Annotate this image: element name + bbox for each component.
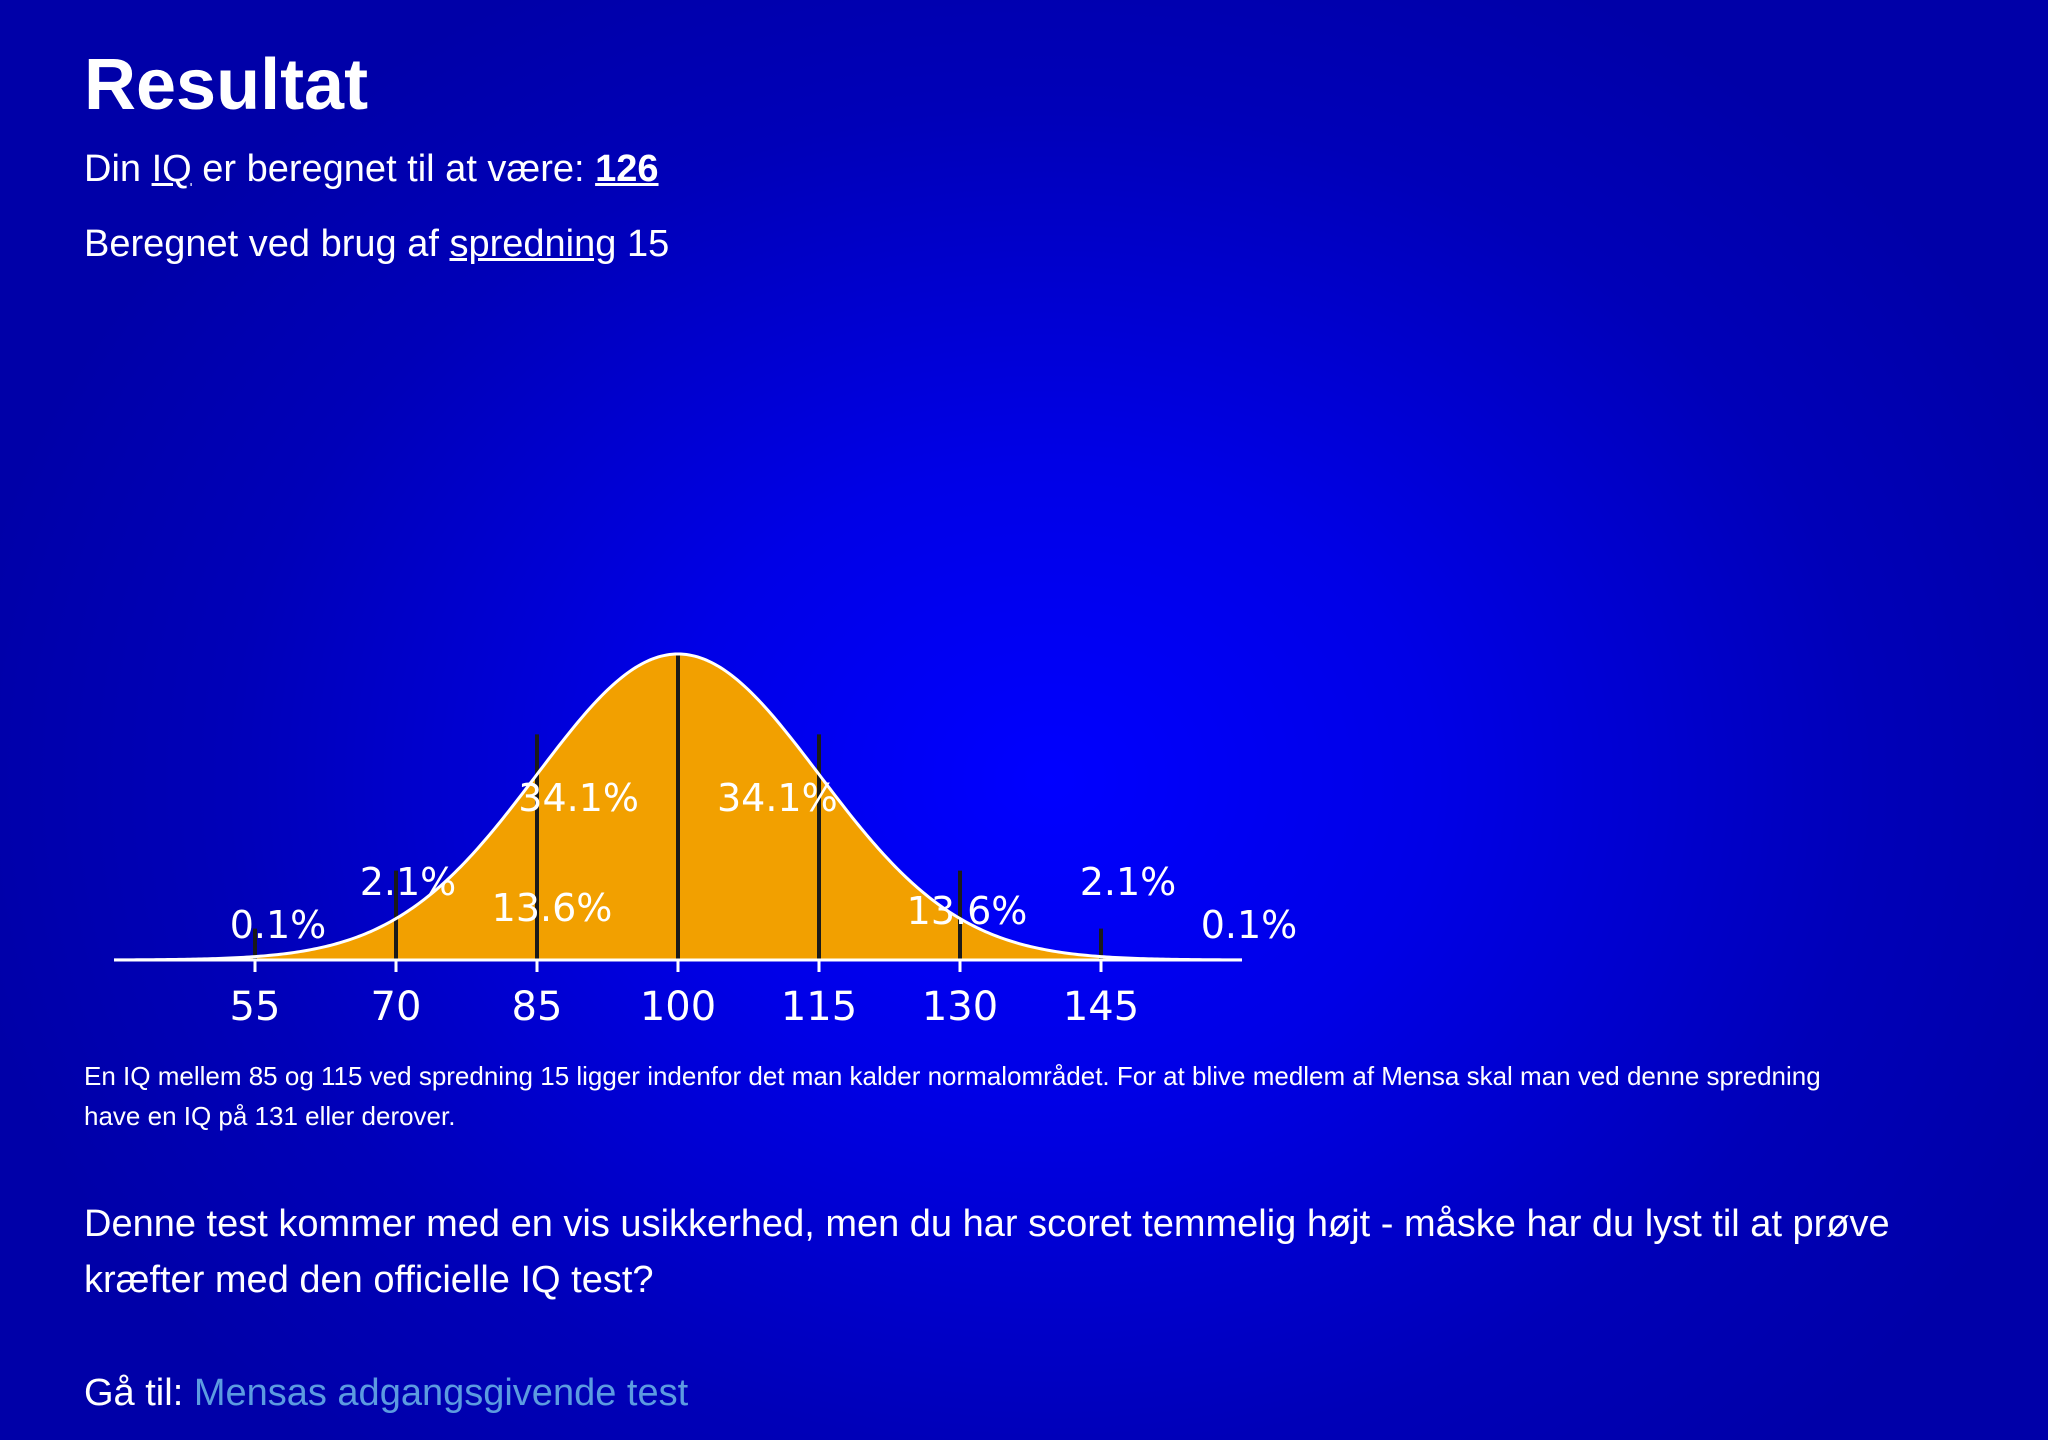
tick-label-85: 85: [512, 984, 563, 1030]
sd-line-prefix: Beregnet ved brug af: [84, 223, 450, 265]
sd-line: Beregnet ved brug af spredning 15: [84, 219, 669, 269]
region-label-1: 2.1%: [360, 860, 457, 904]
iq-result-line: Din IQ er beregnet til at være: 126: [84, 144, 659, 194]
bell-curve-chart: 55 70 85 100 115 130 145 0.1% 2.1% 13.6% 34.1% 34.…: [84, 300, 1384, 1060]
spredning-link[interactable]: spredning: [449, 223, 617, 265]
tick-label-115: 115: [781, 984, 857, 1030]
region-label-4: 34.1%: [717, 776, 838, 820]
region-label-6: 2.1%: [1080, 860, 1177, 904]
uncertainty-paragraph: Denne test kommer med en vis usikkerhed,…: [84, 1203, 1890, 1301]
goto-label: Gå til:: [84, 1372, 194, 1414]
tick-label-145: 145: [1063, 984, 1139, 1030]
sd-line-suffix: 15: [616, 223, 670, 265]
tick-label-100: 100: [640, 984, 716, 1030]
region-label-0: 0.1%: [230, 903, 327, 947]
iq-line-prefix: Din: [84, 148, 152, 190]
region-label-2: 13.6%: [492, 886, 613, 930]
iq-score-link[interactable]: 126: [595, 148, 659, 190]
tick-label-70: 70: [371, 984, 422, 1030]
page-title: Resultat: [84, 45, 369, 125]
bell-curve-svg: 55 70 85 100 115 130 145 0.1% 2.1% 13.6% 34.1% 34.…: [113, 652, 1298, 1030]
region-labels: 0.1% 2.1% 13.6% 34.1% 34.1% 13.6% 2.1% 0.1%: [230, 776, 1298, 947]
region-label-7: 0.1%: [1201, 903, 1298, 947]
region-label-5: 13.6%: [907, 889, 1028, 933]
tick-label-130: 130: [922, 984, 998, 1030]
x-axis-ticks: 55 70 85 100 115 130 145: [230, 960, 1139, 1030]
goto-line: Gå til: Mensas adgangsgivende test: [84, 1368, 688, 1418]
iq-link[interactable]: IQ: [151, 148, 192, 190]
region-label-3: 34.1%: [518, 776, 639, 820]
curve-outline: [113, 652, 1243, 962]
normal-range-note: En IQ mellem 85 og 115 ved spredning 15 …: [84, 1061, 1821, 1131]
mensa-test-link[interactable]: Mensas adgangsgivende test: [193, 1372, 689, 1414]
iq-line-middle: er beregnet til at være:: [191, 148, 596, 190]
tick-label-55: 55: [230, 984, 281, 1030]
